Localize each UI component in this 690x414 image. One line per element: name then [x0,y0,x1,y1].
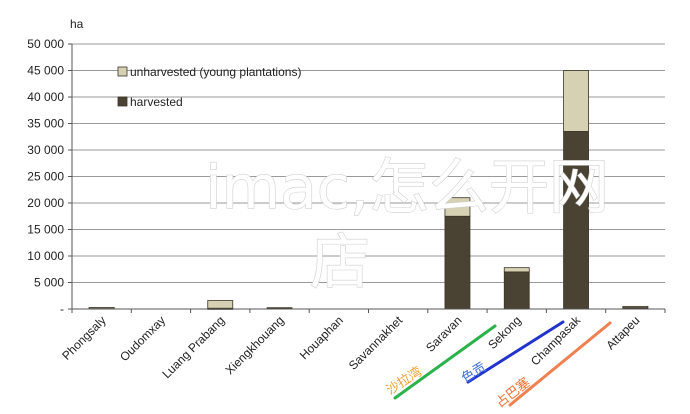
watermark-line-2: 店 [310,228,370,298]
bar-segment [503,267,530,273]
x-tick-label: Saravan [423,313,465,355]
legend-label: unharvested (young plantations) [130,65,301,79]
y-tick-label: 20 000 [27,196,64,210]
y-axis-unit-label: ha [70,17,84,31]
overlay-line [466,320,565,384]
x-tick-label: Xiengkhouang [223,313,287,377]
legend-swatch [117,66,128,77]
y-tick-label: 15 000 [27,223,64,237]
y-tick-label: 5 000 [34,276,64,290]
bars [88,70,649,310]
watermark-line-1: imac,怎么开网 [205,153,609,223]
watermark: imac,怎么开网 店 [204,152,609,298]
x-tick-label: Attapeu [603,313,642,352]
bar-segment [622,305,649,308]
bar-segment [207,300,234,309]
axes [71,44,666,313]
overlay-line [393,324,497,400]
bar-segment [88,307,115,310]
x-tick-label: Luang Prabang [159,313,227,381]
y-tick-label: - [60,302,64,316]
x-tick-label: Phongsaly [59,313,109,363]
y-tick-label: 35 000 [27,117,64,131]
y-tick-label: 50 000 [27,37,64,51]
x-tick-label: Houaphan [297,313,346,362]
y-tick-label: 30 000 [27,143,64,157]
bar-segment [503,271,530,310]
bar-segment [563,70,589,132]
x-tick-label: Oudomxay [117,313,168,364]
x-tick-label: Savannakhet [346,313,406,373]
y-tick-label: 45 000 [27,64,64,78]
x-tick-label: Sekong [485,313,524,352]
legend-swatch [117,96,128,107]
bar-segment [444,197,471,217]
y-tick-label: 10 000 [27,249,64,263]
y-tick-label: 25 000 [27,170,64,184]
legend-label: harvested [130,95,183,109]
bar-segment [444,215,471,310]
overlay-line [508,321,612,407]
y-tick-labels: - 5 000 10 000 15 000 20 000 25 000 30 000 35 0… [27,37,64,316]
overlay-link-text[interactable]: 色贡 [459,359,490,386]
legend: unharvested (young plantations) harvested [117,65,301,109]
y-tick-label: 40 000 [27,90,64,104]
